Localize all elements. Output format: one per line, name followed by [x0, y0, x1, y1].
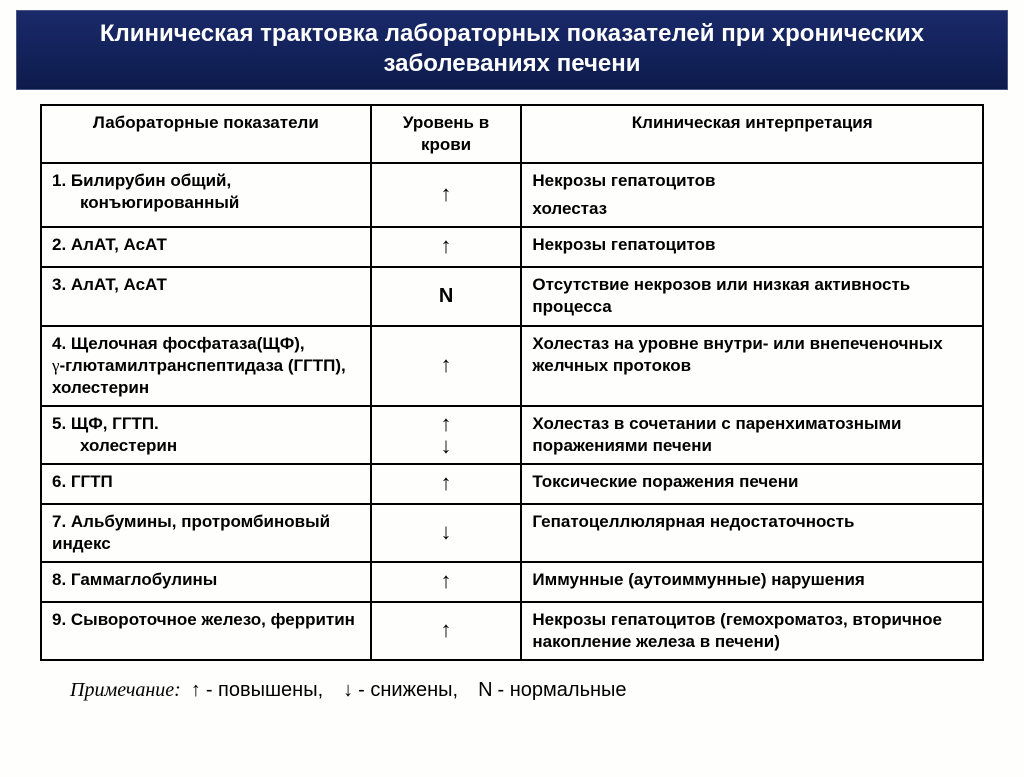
cell-level: N — [371, 267, 522, 325]
col-header-interp: Клиническая интерпретация — [521, 105, 983, 163]
lab-text: 5. ЩФ, ГГТП. — [52, 414, 159, 433]
table-row: 3. АлАТ, АсАТ N Отсутствие некрозов или … — [41, 267, 983, 325]
cell-lab: 3. АлАТ, АсАТ — [41, 267, 371, 325]
note-label: Примечание: — [70, 679, 181, 701]
table-row: 2. АлАТ, АсАТ ↑ Некрозы гепатоцитов — [41, 227, 983, 267]
cell-lab: 4. Щелочная фосфатаза(ЩФ), γ-глютамилтра… — [41, 326, 371, 406]
col-header-level: Уровень в крови — [371, 105, 522, 163]
note-text: - снижены, — [358, 679, 458, 701]
arrow-down-icon: ↓ — [343, 679, 353, 701]
cell-lab: 1. Билирубин общий, конъюгированный — [41, 163, 371, 227]
cell-lab: 6. ГГТП — [41, 464, 371, 504]
lab-text: 1. Билирубин общий, — [52, 171, 231, 190]
cell-lab: 9. Сывороточное железо, ферритин — [41, 602, 371, 660]
cell-level: ↓ — [371, 504, 522, 562]
cell-level: ↑ — [371, 227, 522, 267]
arrow-up-icon: ↑ — [441, 352, 452, 377]
arrow-up-icon: ↑ — [382, 413, 511, 435]
table-row: 8. Гаммаглобулины ↑ Иммунные (аутоиммунн… — [41, 562, 983, 602]
slide-title: Клиническая трактовка лабораторных показ… — [29, 19, 995, 79]
table-row: 9. Сывороточное железо, ферритин ↑ Некро… — [41, 602, 983, 660]
arrow-down-icon: ↓ — [441, 519, 452, 544]
table-header-row: Лабораторные показатели Уровень в крови … — [41, 105, 983, 163]
lab-table: Лабораторные показатели Уровень в крови … — [40, 104, 984, 661]
arrow-down-icon: ↓ — [382, 435, 511, 457]
lab-text: холестерин — [52, 435, 177, 457]
cell-lab: 7. Альбумины, протромбиновый индекс — [41, 504, 371, 562]
title-band: Клиническая трактовка лабораторных показ… — [16, 10, 1008, 90]
cell-interp: Некрозы гепатоцитов (гемохроматоз, втори… — [521, 602, 983, 660]
lab-text: 4. Щелочная фосфатаза(ЩФ), — [52, 334, 305, 353]
level-n: N — [439, 285, 453, 307]
arrow-up-icon: ↑ — [191, 679, 201, 701]
footnote: Примечание: ↑ - повышены, ↓ - снижены, N… — [70, 679, 1024, 702]
col-header-lab: Лабораторные показатели — [41, 105, 371, 163]
table-row: 6. ГГТП ↑ Токсические поражения печени — [41, 464, 983, 504]
cell-interp: Холестаз в сочетании с паренхиматозными … — [521, 406, 983, 464]
lab-text: конъюгированный — [52, 192, 239, 214]
cell-interp: Отсутствие некрозов или низкая активност… — [521, 267, 983, 325]
arrow-up-icon: ↑ — [441, 181, 452, 206]
gamma-symbol: γ — [52, 356, 60, 375]
table-row: 5. ЩФ, ГГТП. холестерин ↑ ↓ Холестаз в с… — [41, 406, 983, 464]
arrow-up-icon: ↑ — [441, 233, 452, 258]
cell-level: ↑ — [371, 163, 522, 227]
cell-interp: Некрозы гепатоцитов — [521, 227, 983, 267]
cell-level: ↑ — [371, 562, 522, 602]
cell-interp: Гепатоцеллюлярная недостаточность — [521, 504, 983, 562]
interp-text: Некрозы гепатоцитов — [532, 170, 972, 192]
note-text: - нормальные — [498, 679, 627, 701]
cell-lab: 8. Гаммаглобулины — [41, 562, 371, 602]
note-text: - повышены, — [206, 679, 323, 701]
table-row: 4. Щелочная фосфатаза(ЩФ), γ-глютамилтра… — [41, 326, 983, 406]
cell-lab: 5. ЩФ, ГГТП. холестерин — [41, 406, 371, 464]
table-row: 7. Альбумины, протромбиновый индекс ↓ Ге… — [41, 504, 983, 562]
cell-interp: Токсические поражения печени — [521, 464, 983, 504]
arrow-up-icon: ↑ — [441, 568, 452, 593]
cell-lab: 2. АлАТ, АсАТ — [41, 227, 371, 267]
cell-interp: Некрозы гепатоцитов холестаз — [521, 163, 983, 227]
cell-level: ↑ — [371, 602, 522, 660]
interp-text: холестаз — [532, 198, 972, 220]
lab-text: -глютамилтранспептидаза (ГГТП), холестер… — [52, 356, 346, 397]
cell-level: ↑ — [371, 464, 522, 504]
arrow-up-icon: ↑ — [441, 617, 452, 642]
cell-interp: Иммунные (аутоиммунные) нарушения — [521, 562, 983, 602]
table-row: 1. Билирубин общий, конъюгированный ↑ Не… — [41, 163, 983, 227]
slide: Клиническая трактовка лабораторных показ… — [0, 10, 1024, 777]
cell-interp: Холестаз на уровне внутри- или внепечено… — [521, 326, 983, 406]
arrow-up-icon: ↑ — [441, 470, 452, 495]
note-n: N — [478, 679, 492, 701]
cell-level: ↑ — [371, 326, 522, 406]
cell-level: ↑ ↓ — [371, 406, 522, 464]
